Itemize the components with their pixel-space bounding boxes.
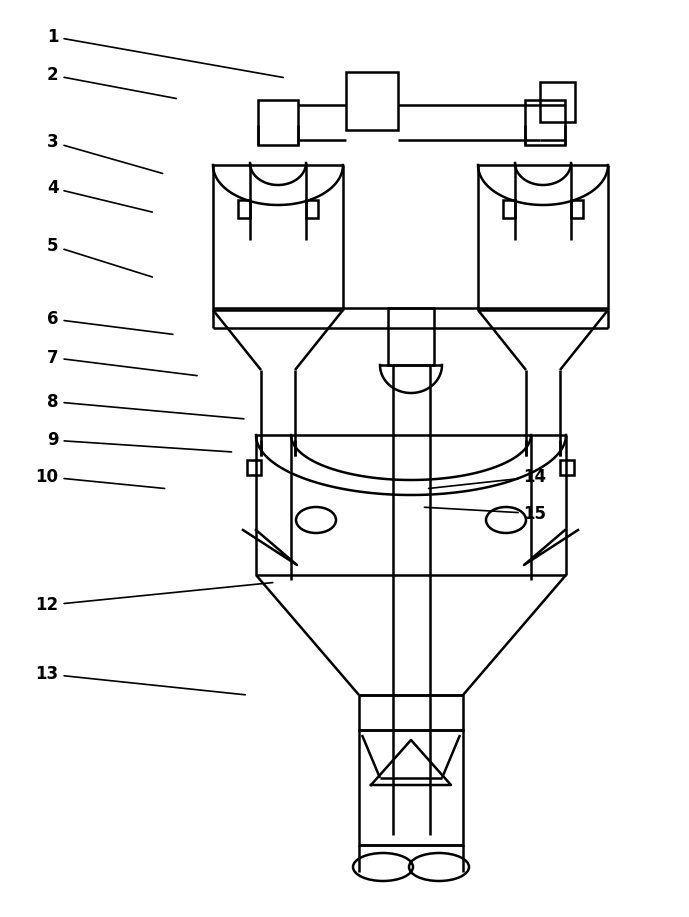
Bar	[388, 308, 434, 365]
Text: 13: 13	[35, 665, 245, 695]
Text: 7: 7	[47, 348, 197, 376]
Text: 12: 12	[35, 582, 273, 614]
Text: 3: 3	[47, 133, 163, 173]
Text: 15: 15	[424, 504, 546, 523]
Text: 2: 2	[47, 66, 176, 98]
Text: 5: 5	[47, 237, 152, 277]
Text: 6: 6	[47, 310, 173, 335]
Bar	[503, 200, 515, 218]
Text: 4: 4	[47, 179, 152, 212]
Bar	[247, 460, 261, 475]
Text: 9: 9	[47, 431, 232, 452]
Bar	[346, 72, 398, 130]
Bar	[238, 200, 250, 218]
Text: 14: 14	[429, 468, 547, 489]
Bar	[540, 82, 575, 122]
Bar	[258, 100, 298, 145]
Bar	[525, 100, 565, 145]
Bar	[359, 730, 463, 845]
Text: 1: 1	[47, 28, 283, 77]
Bar	[359, 695, 463, 730]
Bar	[560, 460, 574, 475]
Text: 10: 10	[36, 468, 165, 489]
Bar	[306, 200, 318, 218]
Text: 8: 8	[47, 392, 244, 419]
Bar	[571, 200, 583, 218]
